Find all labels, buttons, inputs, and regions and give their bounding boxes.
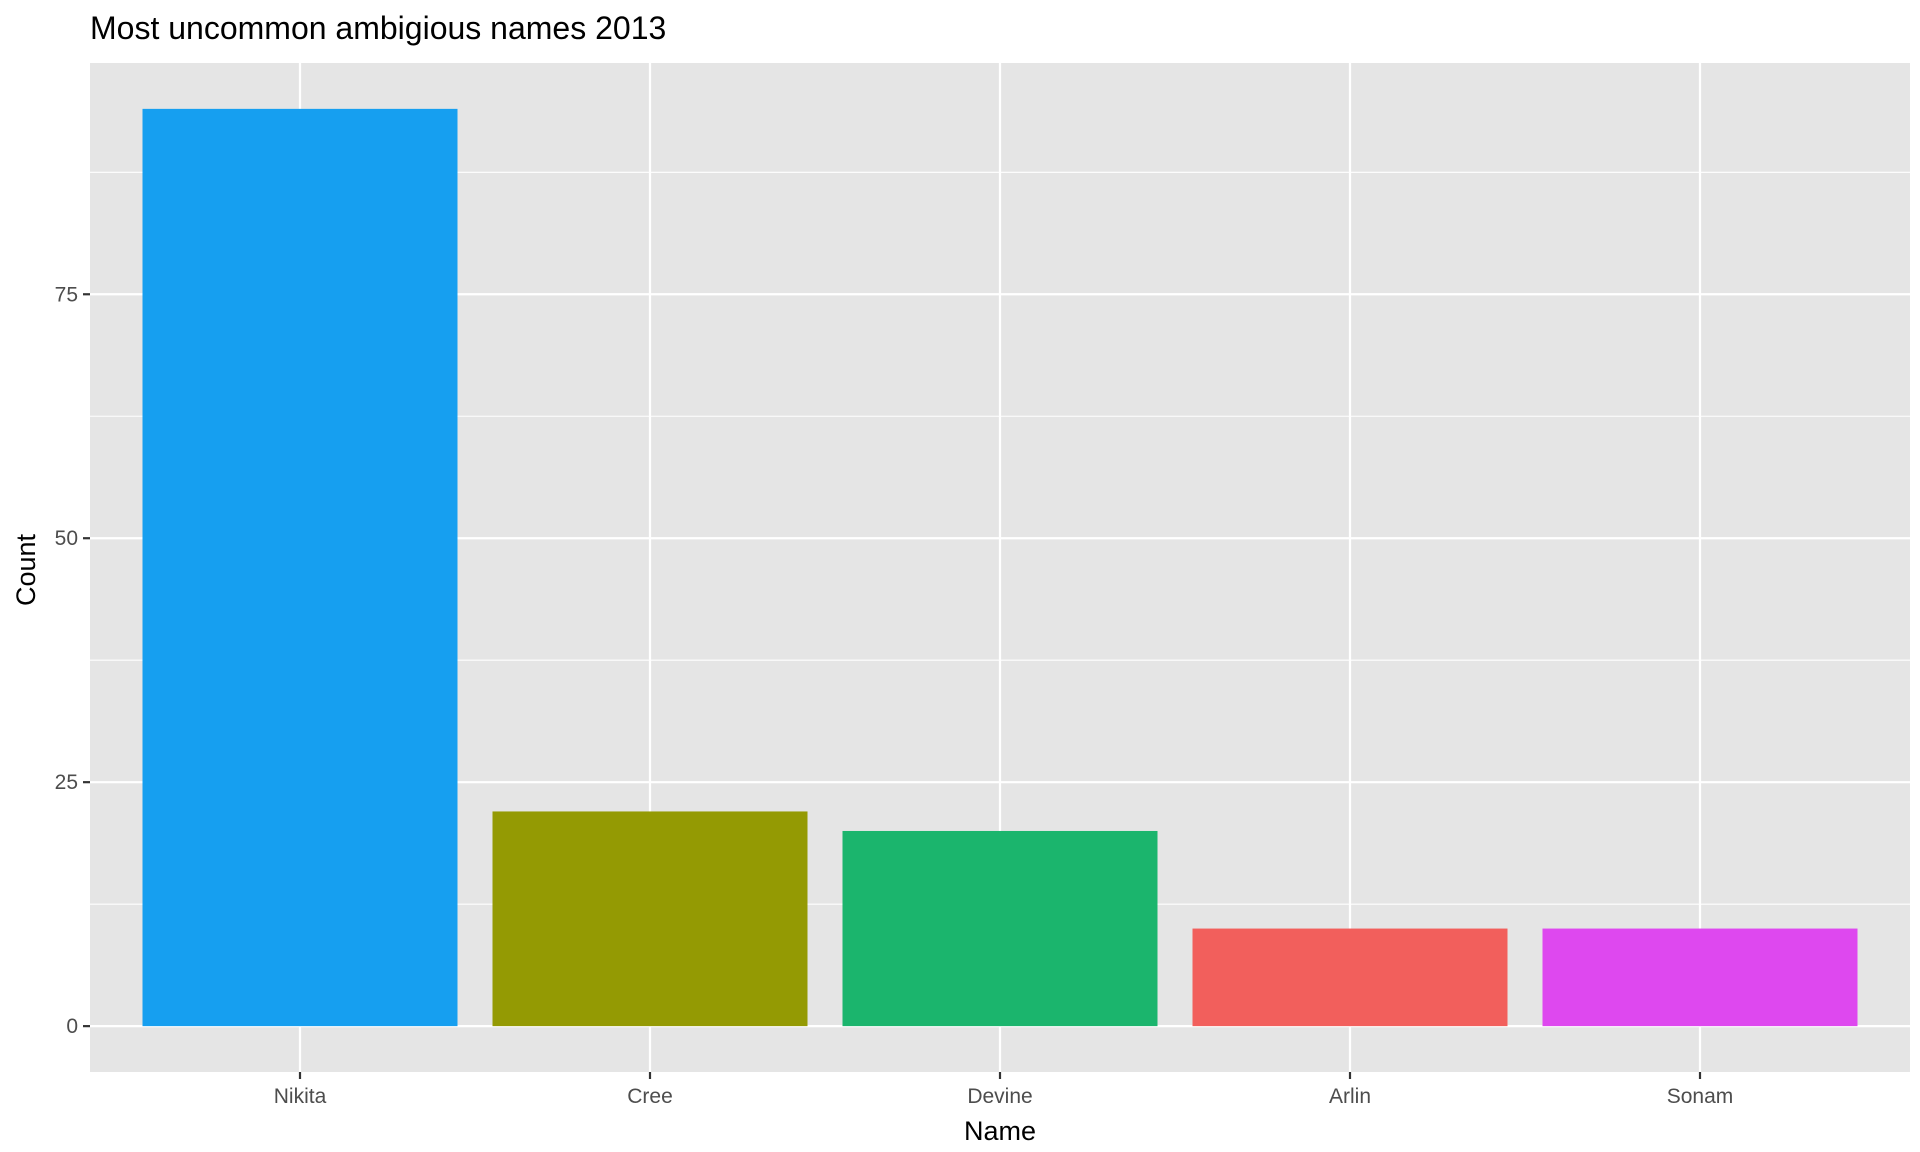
x-tick-label: Cree xyxy=(627,1085,673,1108)
bar-devine xyxy=(842,830,1158,1027)
bar-sonam xyxy=(1542,928,1858,1027)
x-tick-label: Arlin xyxy=(1329,1085,1371,1108)
bar-nikita xyxy=(142,108,458,1027)
y-tick-label: 0 xyxy=(66,1015,78,1038)
y-tick-label: 50 xyxy=(55,527,78,550)
x-tick-label: Nikita xyxy=(274,1085,327,1108)
bars xyxy=(142,108,1858,1027)
x-axis: Nikita Cree Devine Arlin Sonam xyxy=(274,1072,1734,1108)
y-tick-label: 25 xyxy=(55,771,78,794)
y-axis: 0 25 50 75 xyxy=(55,283,90,1038)
bar-cree xyxy=(492,811,808,1027)
bar-arlin xyxy=(1192,928,1508,1027)
y-axis-title: Count xyxy=(11,533,41,606)
x-tick-label: Devine xyxy=(967,1085,1032,1108)
x-tick-label: Sonam xyxy=(1667,1085,1734,1108)
x-axis-title: Name xyxy=(964,1116,1036,1146)
y-tick-label: 75 xyxy=(55,283,78,306)
chart-title: Most uncommon ambigious names 2013 xyxy=(90,10,666,46)
